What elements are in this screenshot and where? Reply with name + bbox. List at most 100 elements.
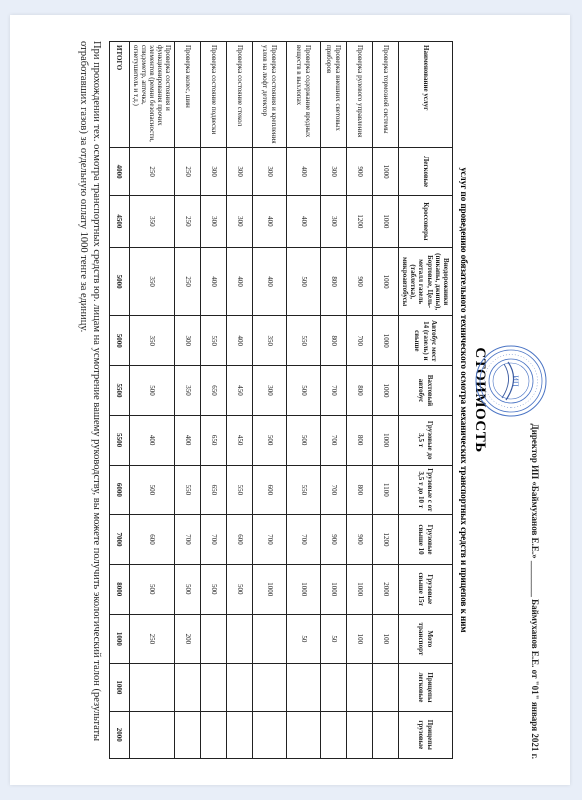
price-cell: 1000 [321, 564, 347, 614]
footer-note: При прохождении тех. осмотра транспортны… [77, 41, 103, 759]
price-cell [227, 664, 253, 711]
col-vehicle-type: Грузовые свыше 10 [399, 515, 453, 565]
price-cell [227, 711, 253, 758]
col-vehicle-type: Кроссоверы [399, 195, 453, 247]
price-cell: 500 [129, 465, 174, 515]
total-cell: 1000 [109, 664, 129, 711]
price-cell: 700 [175, 515, 201, 565]
stamp-seal: ИП [474, 344, 548, 418]
price-cell: 1000 [347, 564, 373, 614]
price-cell: 400 [287, 148, 321, 195]
price-cell: 350 [129, 247, 174, 316]
table-row: Проверка рулевого управления900120090070… [347, 42, 373, 759]
price-cell [347, 664, 373, 711]
price-cell: 250 [129, 614, 174, 664]
price-cell: 800 [347, 415, 373, 465]
price-cell: 800 [347, 465, 373, 515]
price-cell: 700 [321, 366, 347, 416]
total-cell: 5500 [109, 415, 129, 465]
price-cell: 700 [253, 515, 287, 565]
service-cell: Проверка состояние подвески [201, 42, 227, 148]
price-cell: 400 [253, 195, 287, 247]
col-vehicle-type: Внедорожники (пикапы, джипы), Бортовые, … [399, 247, 453, 316]
price-cell: 350 [253, 316, 287, 366]
price-cell: 500 [175, 564, 201, 614]
price-cell: 900 [347, 148, 373, 195]
price-cell: 700 [201, 515, 227, 565]
price-cell: 1000 [373, 247, 399, 316]
col-vehicle-type: Вахтовый автобус [399, 366, 453, 416]
price-cell: 650 [201, 465, 227, 515]
service-cell: Проверка внешних световых приборов [321, 42, 347, 148]
total-label-cell: ИТОГО [109, 42, 129, 148]
price-cell: 400 [201, 247, 227, 316]
price-cell: 400 [227, 247, 253, 316]
price-cell: 350 [129, 316, 174, 366]
price-cell: 300 [227, 148, 253, 195]
price-cell [129, 711, 174, 758]
service-cell: Проверка состояние стекол [227, 42, 253, 148]
price-cell: 100 [373, 614, 399, 664]
service-cell: Проверка содержание вредных веществ в вы… [287, 42, 321, 148]
price-cell: 1000 [253, 564, 287, 614]
price-cell: 450 [227, 366, 253, 416]
price-cell [201, 614, 227, 664]
document-page: ИП Директор ИП «Баймуханов Е.Е.» _______… [10, 15, 570, 785]
total-cell: 4500 [109, 195, 129, 247]
price-cell: 2000 [373, 564, 399, 614]
table-row: Проверка состояние подвески3003004005506… [201, 42, 227, 759]
total-cell: 6000 [109, 465, 129, 515]
price-cell [253, 614, 287, 664]
price-cell: 500 [201, 564, 227, 614]
price-cell [227, 614, 253, 664]
price-cell: 50 [287, 614, 321, 664]
table-total-row: ИТОГО40004500500050005500550060007000800… [109, 42, 129, 759]
price-cell [373, 711, 399, 758]
price-cell: 1000 [373, 195, 399, 247]
price-cell: 250 [175, 195, 201, 247]
price-cell: 300 [253, 366, 287, 416]
price-cell: 900 [321, 515, 347, 565]
price-cell: 1000 [373, 415, 399, 465]
price-cell [347, 711, 373, 758]
price-cell: 900 [347, 515, 373, 565]
total-cell: 4000 [109, 148, 129, 195]
col-vehicle-type: Мото транспорт [399, 614, 453, 664]
price-cell: 700 [321, 415, 347, 465]
price-cell [253, 711, 287, 758]
table-row: Проверка внешних световых приборов300300… [321, 42, 347, 759]
price-cell: 1000 [373, 316, 399, 366]
table-row: Проверка состояние стекол300300400400450… [227, 42, 253, 759]
price-cell: 1200 [373, 515, 399, 565]
price-cell: 300 [201, 148, 227, 195]
price-cell: 500 [129, 366, 174, 416]
table-row: Проверка состояния и крепления узлов на … [253, 42, 287, 759]
service-cell: Проверка тормозной системы [373, 42, 399, 148]
col-vehicle-type: Грузовые свыше 15т [399, 564, 453, 614]
price-cell: 650 [201, 366, 227, 416]
price-table: Наименование услугЛегковыеКроссоверыВнед… [109, 41, 453, 759]
total-cell: 5500 [109, 366, 129, 416]
doc-subtitle: услуг по проведению обязательного технич… [459, 41, 469, 759]
table-row: Проверка тормозной системы10001000100010… [373, 42, 399, 759]
price-cell: 550 [201, 316, 227, 366]
price-cell: 600 [227, 515, 253, 565]
price-cell: 400 [227, 316, 253, 366]
table-row: Проверка колес, шин250250250300350400550… [175, 42, 201, 759]
total-cell: 7000 [109, 515, 129, 565]
service-cell: Проверка рулевого управления [347, 42, 373, 148]
service-cell: Проверка состояния и функционирования пр… [129, 42, 174, 148]
price-cell: 450 [227, 415, 253, 465]
price-cell: 1100 [373, 465, 399, 515]
price-cell [175, 711, 201, 758]
price-cell: 300 [227, 195, 253, 247]
service-cell: Проверка состояния и крепления узлов на … [253, 42, 287, 148]
price-cell: 550 [227, 465, 253, 515]
price-cell: 700 [347, 316, 373, 366]
price-cell: 700 [321, 465, 347, 515]
price-cell: 250 [175, 247, 201, 316]
col-vehicle-type: Прицепы легковые [399, 664, 453, 711]
price-cell: 250 [129, 148, 174, 195]
price-cell: 700 [287, 515, 321, 565]
price-cell: 100 [347, 614, 373, 664]
